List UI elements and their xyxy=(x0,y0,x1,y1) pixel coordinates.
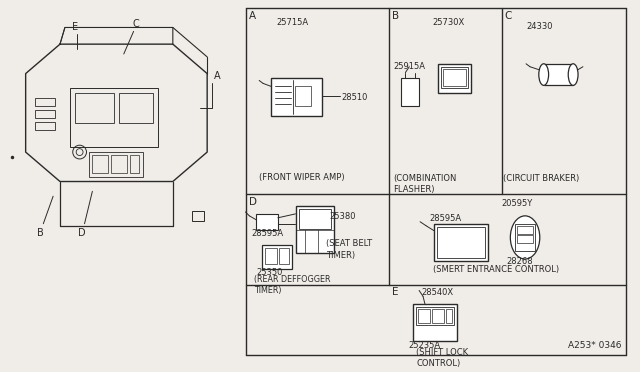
Text: E: E xyxy=(72,22,78,32)
Bar xyxy=(296,206,333,253)
Text: (SEAT BELT
TIMER): (SEAT BELT TIMER) xyxy=(326,240,372,260)
Text: D: D xyxy=(250,197,257,207)
Bar xyxy=(401,78,419,106)
Bar xyxy=(265,248,277,264)
Text: 25730X: 25730X xyxy=(433,17,465,27)
Bar xyxy=(119,93,153,123)
Bar xyxy=(193,211,204,221)
Text: 24330: 24330 xyxy=(526,22,552,31)
Bar xyxy=(413,304,458,341)
Bar xyxy=(75,93,114,123)
Bar xyxy=(92,155,108,173)
Text: (CIRCUIT BRAKER): (CIRCUIT BRAKER) xyxy=(504,174,580,183)
Bar xyxy=(441,67,468,88)
Bar xyxy=(517,235,533,243)
Text: (REAR DEFFOGGER
TIMER): (REAR DEFFOGGER TIMER) xyxy=(254,275,331,295)
Bar xyxy=(111,155,127,173)
Bar xyxy=(517,226,533,234)
Text: A: A xyxy=(250,11,257,21)
Bar xyxy=(443,69,466,86)
Text: (FRONT WIPER AMP): (FRONT WIPER AMP) xyxy=(259,173,345,182)
Bar xyxy=(35,98,55,106)
Text: 25380: 25380 xyxy=(330,212,356,221)
Bar xyxy=(432,309,444,323)
Text: (COMBINATION
FLASHER): (COMBINATION FLASHER) xyxy=(394,174,457,194)
Ellipse shape xyxy=(510,216,540,259)
Bar xyxy=(279,248,289,264)
Bar xyxy=(515,224,535,251)
Bar xyxy=(300,209,331,229)
Text: B: B xyxy=(392,11,399,21)
Bar xyxy=(90,152,143,177)
Bar xyxy=(262,245,292,269)
Bar xyxy=(70,88,158,147)
Bar xyxy=(544,64,573,85)
Text: 28595A: 28595A xyxy=(430,214,462,223)
Text: 25350: 25350 xyxy=(256,268,283,277)
Bar xyxy=(35,110,55,118)
Text: 25235A: 25235A xyxy=(408,341,440,350)
Text: A: A xyxy=(214,71,221,81)
Text: E: E xyxy=(392,288,398,298)
Text: 28595A: 28595A xyxy=(252,229,284,238)
Text: D: D xyxy=(78,228,85,238)
Bar xyxy=(436,227,485,258)
Bar xyxy=(256,214,278,230)
Text: 28510: 28510 xyxy=(342,93,368,102)
Ellipse shape xyxy=(539,64,548,85)
Bar xyxy=(35,122,55,129)
Ellipse shape xyxy=(568,64,578,85)
Text: A253* 0346: A253* 0346 xyxy=(568,341,621,350)
Text: (SHIFT LOCK
CONTROL): (SHIFT LOCK CONTROL) xyxy=(416,348,468,368)
Bar xyxy=(434,224,488,261)
Text: (SMERT ENTRANCE CONTROL): (SMERT ENTRANCE CONTROL) xyxy=(433,265,559,274)
Text: 28540X: 28540X xyxy=(421,288,453,298)
Bar xyxy=(271,78,322,116)
Bar xyxy=(438,64,471,93)
Bar xyxy=(416,307,454,325)
Bar xyxy=(130,155,140,173)
Text: 25715A: 25715A xyxy=(277,17,309,27)
Text: C: C xyxy=(132,19,139,29)
Text: 28268: 28268 xyxy=(506,257,533,266)
Bar xyxy=(296,86,311,106)
Text: B: B xyxy=(37,228,44,238)
Bar xyxy=(418,309,430,323)
Text: 25915A: 25915A xyxy=(394,62,426,71)
Text: C: C xyxy=(504,11,512,21)
Text: 20595Y: 20595Y xyxy=(502,199,532,208)
Bar xyxy=(445,309,452,323)
